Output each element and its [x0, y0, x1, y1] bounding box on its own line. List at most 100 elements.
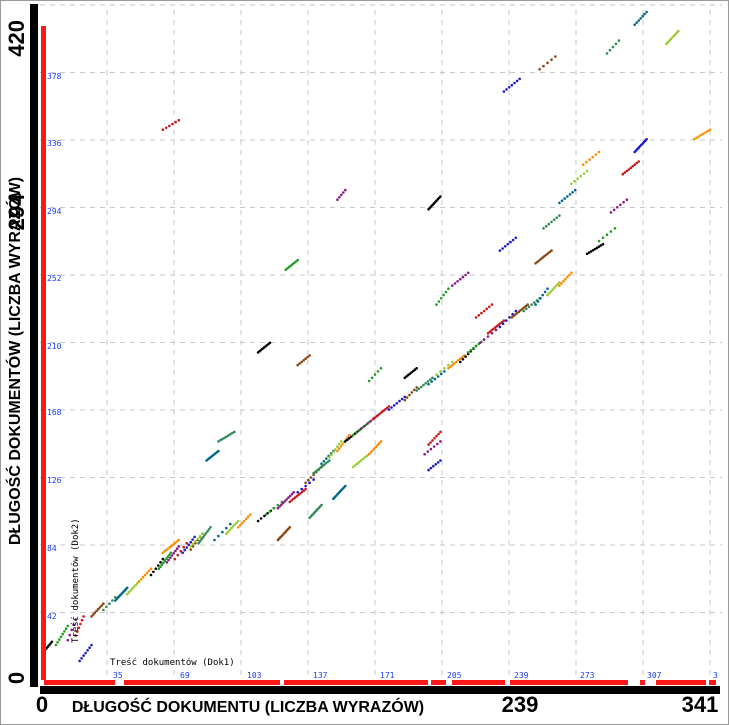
data-point — [627, 168, 631, 171]
data-point — [547, 292, 551, 295]
data-point — [300, 360, 304, 364]
data-point — [538, 68, 541, 71]
data-point — [505, 319, 508, 322]
data-point — [541, 293, 544, 297]
data-point — [285, 498, 289, 501]
data-point — [417, 387, 421, 391]
data-point — [143, 573, 147, 577]
data-point — [469, 348, 473, 352]
data-point — [169, 556, 172, 560]
data-point — [544, 224, 548, 228]
data-point — [102, 608, 105, 612]
data-point — [95, 609, 98, 613]
data-point — [225, 526, 228, 530]
data-point — [290, 499, 293, 502]
data-point — [141, 575, 145, 579]
data-point — [171, 122, 174, 126]
data-point — [382, 409, 385, 413]
data-point — [167, 558, 170, 562]
data-point — [336, 449, 339, 453]
data-point — [68, 633, 71, 637]
data-point — [300, 487, 304, 491]
data-point — [546, 293, 549, 297]
data-point — [325, 457, 328, 460]
data-point — [477, 314, 481, 317]
data-point — [611, 45, 615, 49]
data-point — [281, 501, 285, 505]
data-point — [348, 436, 351, 440]
data-point — [435, 373, 438, 376]
data-point — [550, 58, 553, 61]
data-point — [451, 360, 454, 364]
data-point — [430, 380, 434, 383]
data-point — [514, 313, 517, 316]
data-point — [359, 459, 363, 462]
data-point — [173, 557, 177, 561]
data-point — [209, 526, 212, 529]
data-point — [320, 462, 323, 466]
data-point — [459, 360, 462, 364]
data-point — [453, 362, 456, 365]
data-point — [287, 496, 290, 499]
data-point — [546, 287, 549, 291]
data-point — [206, 530, 209, 533]
data-point — [74, 618, 77, 621]
data-point — [566, 195, 569, 198]
data-point — [488, 305, 491, 309]
data-point — [633, 163, 636, 166]
data-point — [337, 447, 341, 451]
data-point — [387, 408, 391, 411]
data-point — [519, 309, 522, 312]
data-point — [424, 382, 428, 385]
y-tick-label-0: 0 — [4, 672, 29, 684]
data-point — [702, 132, 705, 136]
data-point — [609, 211, 613, 214]
data-point — [102, 602, 105, 605]
data-point — [236, 519, 240, 523]
data-point — [526, 303, 529, 306]
y-minor-tick-168: 168 — [47, 408, 62, 417]
data-point — [312, 478, 315, 481]
data-point — [339, 445, 343, 448]
data-point — [181, 551, 184, 555]
data-point — [134, 583, 137, 587]
data-point — [296, 363, 300, 367]
data-point — [485, 307, 489, 311]
data-point — [50, 640, 54, 644]
data-point — [365, 454, 369, 458]
data-point — [501, 322, 505, 326]
data-point — [76, 630, 79, 633]
data-point — [439, 440, 442, 443]
data-point — [378, 412, 382, 415]
data-point — [541, 256, 544, 259]
data-point — [304, 484, 307, 488]
data-point — [543, 290, 547, 294]
y-minor-tick-84: 84 — [47, 544, 57, 553]
data-point — [434, 463, 438, 466]
data-point — [566, 275, 569, 279]
data-point — [472, 346, 475, 350]
data-point — [233, 430, 236, 434]
data-point — [228, 528, 231, 532]
data-point — [225, 532, 228, 535]
data-point — [324, 462, 328, 465]
data-point — [344, 440, 347, 443]
data-point — [403, 398, 407, 402]
data-point — [429, 441, 432, 444]
data-point — [533, 301, 536, 304]
data-point — [439, 372, 443, 376]
data-point — [98, 606, 102, 609]
y-minor-tick-126: 126 — [47, 476, 62, 485]
data-point — [161, 128, 165, 131]
data-point — [677, 29, 680, 33]
x-tick-label-0: 0 — [36, 692, 48, 717]
data-point — [502, 319, 506, 322]
data-point — [226, 530, 230, 534]
data-point — [539, 257, 543, 261]
data-point — [91, 613, 95, 616]
data-point — [244, 517, 248, 521]
data-point — [160, 563, 164, 566]
data-point — [351, 465, 355, 469]
x-minor-tick-last: 3 — [713, 671, 718, 680]
